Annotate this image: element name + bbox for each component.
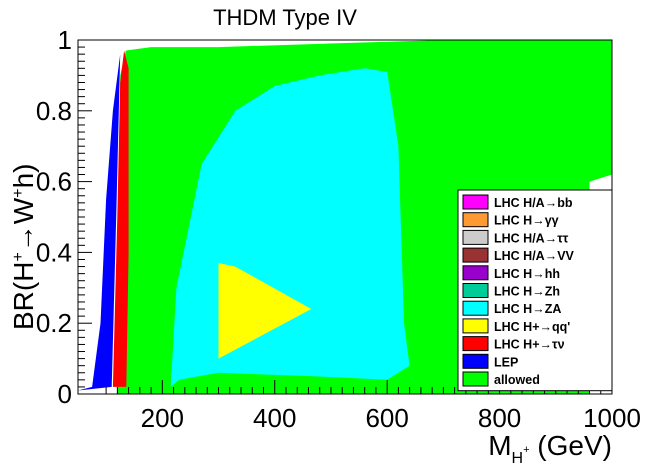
axis-ticks: 200 400 600 800 1000 0 0.2 0.4 0.6 0.8 1 — [36, 25, 641, 433]
y-tick-label: 0.2 — [36, 308, 72, 338]
legend-swatch — [462, 283, 489, 298]
legend-label: LEP — [494, 355, 518, 369]
legend-label: LHC H/A→VV — [494, 249, 575, 263]
x-axis-title-sup: + — [523, 444, 529, 456]
x-axis-title: MH+ (GeV) — [488, 430, 612, 467]
legend-label: allowed — [494, 373, 540, 387]
y-axis-title-pre: BR(H — [8, 262, 39, 330]
legend-swatch — [462, 247, 489, 263]
x-tick-label: 600 — [365, 403, 408, 433]
region-lhc-h- — [112, 50, 129, 387]
legend-label: LHC H/A→ττ — [494, 231, 569, 245]
x-axis-title-main: M — [488, 430, 511, 461]
region-lep — [78, 54, 121, 391]
x-tick-label: 800 — [478, 403, 521, 433]
legend-label: LHC H→γγ — [494, 214, 559, 228]
legend-label: LHC H→Zh — [494, 285, 560, 299]
legend: LHC H/A→bb LHC H→γγ LHC H/A→ττ LHC H/A→VV LH… — [457, 189, 613, 392]
x-axis-title-unit: (GeV) — [530, 430, 612, 461]
legend-swatch — [462, 318, 489, 334]
y-tick-label: 0.6 — [36, 167, 72, 197]
legend-swatch — [462, 336, 489, 352]
y-tick-label: 0.8 — [36, 96, 72, 126]
y-tick-label: 1 — [58, 25, 72, 55]
legend-swatch — [462, 300, 489, 316]
region-lhc-h-qq- — [218, 263, 312, 359]
y-axis-title-arrow: →W — [8, 197, 39, 252]
x-axis-title-sub: H — [512, 450, 524, 467]
x-tick-label: 1000 — [583, 403, 641, 433]
y-axis-title-sup1: + — [10, 252, 27, 261]
legend-label: LHC H+→qq' — [494, 320, 570, 334]
legend-label: LHC H→ZA — [494, 302, 561, 316]
x-tick-label: 200 — [141, 403, 184, 433]
chart-title: THDM Type IV — [213, 5, 357, 30]
legend-swatch — [462, 353, 489, 369]
legend-swatch — [462, 194, 489, 210]
y-axis-title-post: h) — [8, 164, 39, 189]
legend-swatch — [462, 265, 489, 281]
legend-swatch — [462, 229, 489, 245]
legend-label: LHC H→hh — [494, 267, 560, 281]
legend-label: LHC H/A→bb — [494, 196, 573, 210]
y-axis-title: BR(H+→W+h) — [8, 164, 39, 330]
legend-swatch — [462, 371, 489, 387]
plot-regions — [78, 40, 613, 394]
legend-swatch — [462, 212, 489, 228]
y-axis-title-sup2: + — [10, 188, 27, 197]
y-tick-label: 0 — [58, 379, 72, 409]
y-tick-label: 0.4 — [36, 237, 72, 267]
x-tick-label: 400 — [253, 403, 296, 433]
legend-label: LHC H+→τν — [494, 338, 565, 352]
